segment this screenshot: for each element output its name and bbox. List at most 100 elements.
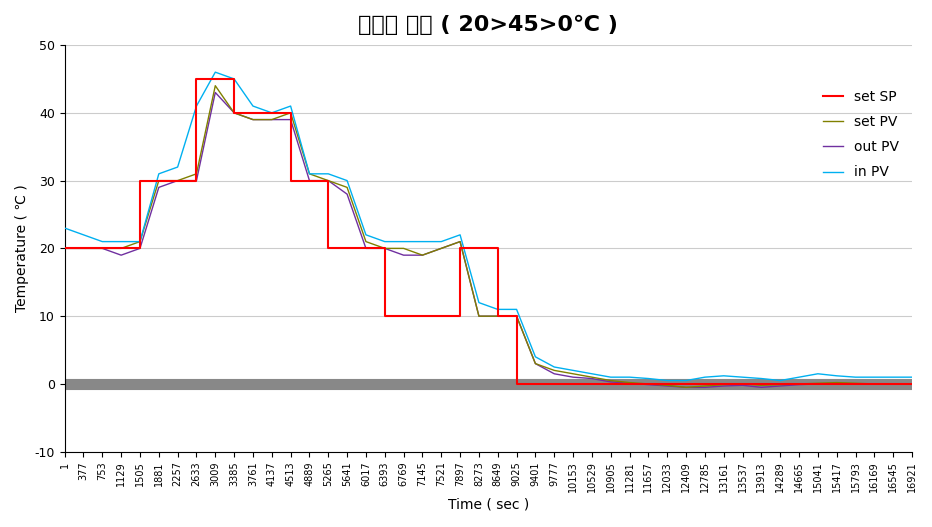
- in PV: [586, 370, 597, 377]
- in PV: [793, 374, 804, 380]
- out PV: [473, 313, 485, 319]
- set SP: [191, 76, 202, 82]
- set PV: [134, 238, 145, 245]
- set PV: [756, 382, 767, 388]
- set SP: [59, 245, 70, 251]
- in PV: [322, 171, 334, 177]
- out PV: [680, 384, 692, 391]
- in PV: [172, 164, 184, 170]
- set PV: [907, 381, 918, 387]
- in PV: [78, 232, 89, 238]
- set PV: [549, 367, 560, 374]
- set PV: [191, 171, 202, 177]
- in PV: [398, 238, 409, 245]
- in PV: [285, 103, 296, 109]
- in PV: [568, 367, 579, 374]
- out PV: [116, 252, 127, 258]
- set PV: [97, 245, 108, 251]
- in PV: [228, 76, 240, 82]
- in PV: [813, 370, 824, 377]
- in PV: [492, 306, 503, 313]
- in PV: [529, 354, 541, 360]
- out PV: [756, 384, 767, 391]
- out PV: [586, 375, 597, 382]
- X-axis label: Time ( sec ): Time ( sec ): [447, 498, 529, 512]
- set PV: [699, 383, 710, 389]
- Line: set SP: set SP: [64, 79, 912, 384]
- out PV: [247, 116, 258, 123]
- out PV: [719, 383, 730, 389]
- in PV: [907, 374, 918, 380]
- in PV: [473, 299, 485, 306]
- set PV: [624, 379, 635, 386]
- out PV: [228, 110, 240, 116]
- set SP: [455, 313, 466, 319]
- in PV: [624, 374, 635, 380]
- set PV: [719, 382, 730, 388]
- out PV: [134, 245, 145, 251]
- out PV: [887, 381, 898, 387]
- set SP: [322, 178, 334, 184]
- in PV: [191, 103, 202, 109]
- out PV: [455, 238, 466, 245]
- out PV: [850, 381, 861, 387]
- in PV: [435, 238, 446, 245]
- set PV: [568, 370, 579, 377]
- out PV: [813, 381, 824, 387]
- set PV: [379, 245, 391, 251]
- out PV: [793, 382, 804, 388]
- Line: set PV: set PV: [64, 86, 912, 387]
- set PV: [59, 245, 70, 251]
- in PV: [756, 375, 767, 382]
- set PV: [793, 381, 804, 387]
- in PV: [153, 171, 164, 177]
- out PV: [341, 191, 352, 197]
- in PV: [680, 377, 692, 384]
- set SP: [322, 245, 334, 251]
- set SP: [134, 178, 145, 184]
- set PV: [473, 313, 485, 319]
- out PV: [511, 313, 522, 319]
- Y-axis label: Temperature ( ℃ ): Temperature ( ℃ ): [15, 184, 29, 313]
- Legend: set SP, set PV, out PV, in PV: set SP, set PV, out PV, in PV: [817, 84, 905, 185]
- out PV: [153, 184, 164, 191]
- set PV: [153, 178, 164, 184]
- out PV: [267, 116, 278, 123]
- set PV: [529, 360, 541, 367]
- out PV: [59, 245, 70, 251]
- in PV: [831, 373, 843, 379]
- set PV: [737, 381, 748, 387]
- out PV: [78, 245, 89, 251]
- out PV: [662, 383, 673, 389]
- in PV: [719, 373, 730, 379]
- out PV: [492, 313, 503, 319]
- out PV: [869, 381, 880, 387]
- set PV: [774, 382, 786, 388]
- set PV: [78, 245, 89, 251]
- Line: in PV: in PV: [64, 72, 912, 380]
- set SP: [134, 245, 145, 251]
- out PV: [549, 370, 560, 377]
- in PV: [116, 238, 127, 245]
- set PV: [455, 238, 466, 245]
- in PV: [304, 171, 315, 177]
- in PV: [511, 306, 522, 313]
- set PV: [247, 116, 258, 123]
- out PV: [191, 178, 202, 184]
- set SP: [285, 110, 296, 116]
- set PV: [492, 313, 503, 319]
- in PV: [455, 232, 466, 238]
- set SP: [285, 178, 296, 184]
- out PV: [529, 360, 541, 367]
- set PV: [850, 380, 861, 386]
- in PV: [850, 374, 861, 380]
- set PV: [285, 110, 296, 116]
- out PV: [435, 245, 446, 251]
- in PV: [774, 377, 786, 384]
- set PV: [267, 116, 278, 123]
- set PV: [511, 313, 522, 319]
- in PV: [379, 238, 391, 245]
- in PV: [361, 232, 372, 238]
- set SP: [492, 245, 503, 251]
- out PV: [172, 178, 184, 184]
